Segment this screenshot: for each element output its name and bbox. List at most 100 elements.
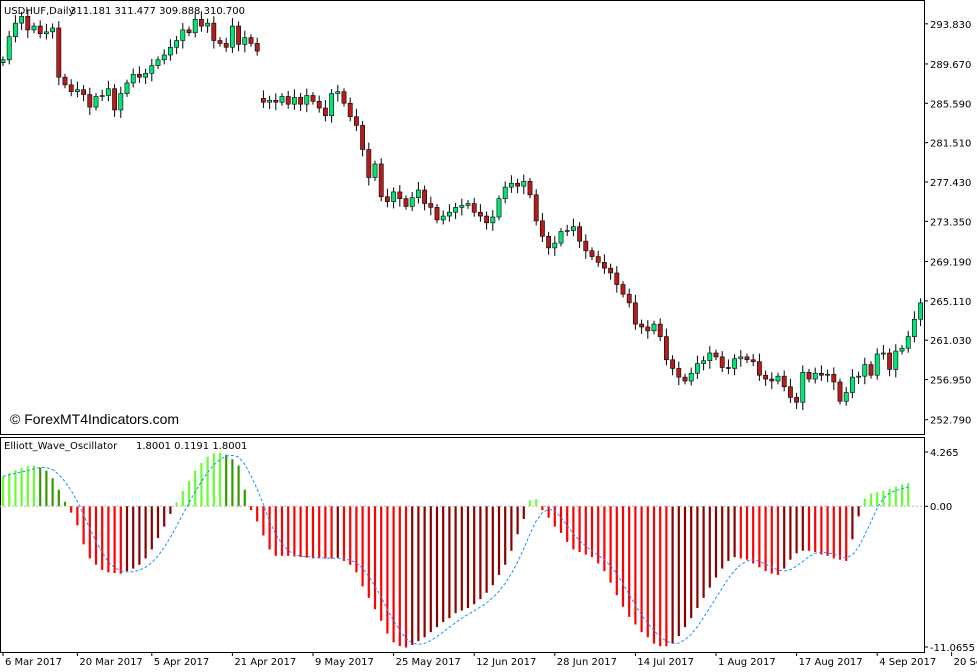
price-axis-label: 293.830 (930, 20, 971, 31)
candle-body (87, 94, 93, 108)
price-candle (471, 197, 477, 217)
oscillator-axis-label: 0.00 (930, 502, 952, 513)
candle-body (862, 364, 868, 377)
price-candle (738, 350, 744, 367)
price-candle (849, 369, 855, 399)
candle-body (335, 91, 341, 94)
price-candle (31, 22, 37, 34)
candle-body (267, 100, 272, 103)
candle-body (6, 36, 12, 61)
price-candle (682, 373, 688, 385)
candle-body (589, 250, 595, 257)
price-candle (192, 13, 198, 38)
price-candle (217, 37, 223, 47)
candle-body (459, 205, 465, 208)
candle-body (713, 352, 719, 358)
candle-body (0, 59, 6, 63)
price-axis-label: 285.590 (930, 99, 971, 110)
candle-body (13, 22, 18, 37)
candle-body (570, 226, 576, 231)
price-candle (645, 320, 651, 339)
candle-body (223, 43, 229, 48)
price-candle (205, 18, 210, 33)
candle-body (248, 37, 254, 44)
price-candle (75, 81, 80, 98)
price-axis-label: 289.670 (930, 60, 971, 71)
candle-body (775, 375, 781, 382)
price-candle (564, 224, 570, 237)
price-candle (143, 68, 148, 85)
candle-body (732, 358, 737, 369)
candle-body (37, 25, 43, 35)
candle-body (744, 356, 750, 361)
candle-body (601, 262, 607, 269)
candle-body (539, 220, 545, 237)
price-axis-label: 252.790 (930, 416, 971, 427)
oscillator-axis-label: 4.265 (930, 448, 959, 459)
candle-body (434, 207, 440, 221)
candle-body (849, 376, 855, 393)
price-candle (484, 211, 489, 230)
price-candle (639, 319, 644, 334)
candle-body (893, 350, 899, 370)
price-candle (905, 330, 911, 353)
candle-body (310, 95, 316, 102)
price-axis-label: 265.110 (930, 297, 971, 308)
price-candle (415, 182, 421, 204)
price-candle (353, 108, 359, 132)
candle-body (496, 198, 502, 218)
price-candle (242, 30, 248, 53)
price-candle (570, 218, 576, 237)
candle-body (199, 18, 204, 27)
candle-body (595, 256, 601, 263)
candle-body (502, 186, 508, 199)
price-candle (546, 231, 551, 255)
price-candle (918, 298, 923, 327)
price-candle (149, 58, 155, 82)
price-candle (62, 73, 68, 89)
candle-body (149, 65, 155, 74)
price-candle (37, 20, 43, 39)
price-candle (391, 187, 396, 209)
candle-body (360, 125, 365, 150)
candle-body (391, 191, 396, 202)
price-candle (112, 84, 117, 117)
price-candle (670, 355, 675, 376)
candle-body (812, 372, 818, 380)
candle-body (825, 373, 830, 376)
price-candle (341, 88, 347, 107)
price-candle (335, 84, 341, 102)
price-candle (595, 250, 601, 267)
candle-body (99, 95, 105, 97)
candle-body (62, 76, 68, 86)
price-candle (856, 371, 861, 384)
candle-body (353, 116, 359, 126)
candle-body (273, 100, 279, 103)
candle-body (707, 352, 713, 362)
candle-body (298, 97, 303, 105)
price-candle (304, 88, 310, 113)
time-axis: 6 Mar 2017 20 Mar 2017 5 Apr 2017 21 Apr 20… (2, 652, 977, 668)
candle-body (632, 302, 638, 325)
candle-body (527, 181, 533, 196)
price-candle (508, 175, 514, 193)
price-candle (106, 80, 111, 102)
candle-body (180, 29, 186, 41)
time-axis-label: 5 Apr 2017 (154, 657, 209, 668)
candle-body (161, 54, 167, 61)
candle-body (285, 96, 291, 105)
candle-body (453, 207, 458, 213)
price-candle (608, 263, 613, 280)
candle-body (663, 336, 669, 361)
price-candle (6, 30, 12, 65)
candle-body (918, 302, 923, 320)
price-candle (25, 9, 31, 38)
candle-body (508, 182, 514, 188)
candle-body (279, 96, 285, 103)
candle-body (651, 323, 657, 332)
price-candle (688, 367, 694, 386)
price-candle (763, 370, 768, 386)
price-axis-label: 269.190 (930, 257, 971, 268)
main-panel-ohlc: 311.181 311.477 309.888 310.700 (70, 6, 245, 17)
candle-body (415, 189, 421, 199)
